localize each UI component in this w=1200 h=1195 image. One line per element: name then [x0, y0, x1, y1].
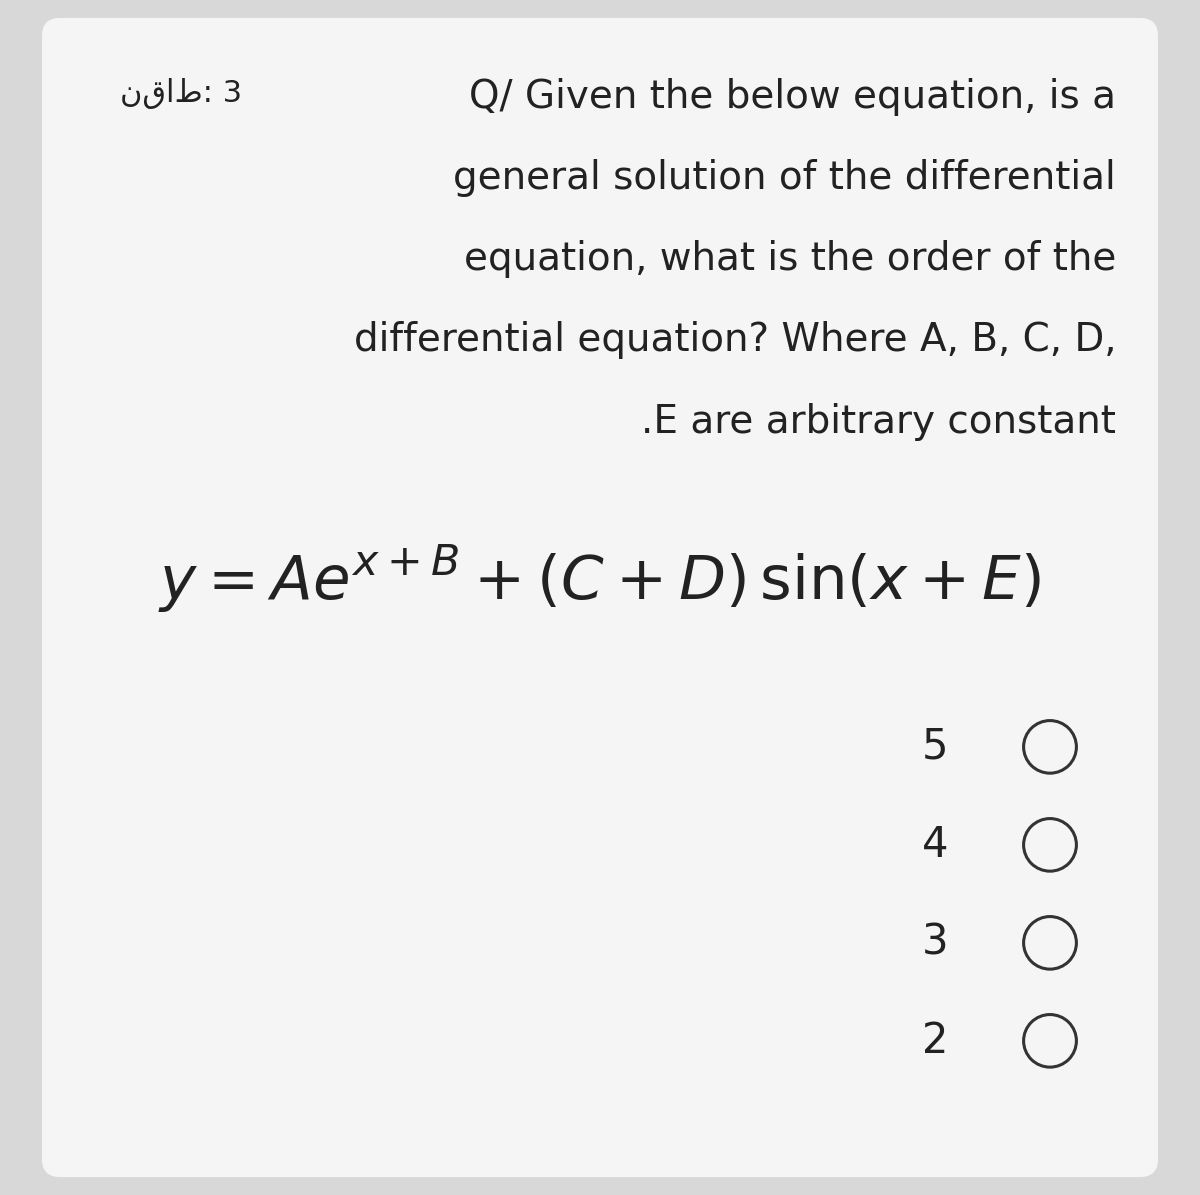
- Text: $y = Ae^{x+B} + (C + D)\,\sin(x + E)$: $y = Ae^{x+B} + (C + D)\,\sin(x + E)$: [158, 544, 1042, 615]
- Text: 2: 2: [922, 1019, 948, 1062]
- Text: Q/ Given the below equation, is a: Q/ Given the below equation, is a: [469, 78, 1116, 116]
- Text: 4: 4: [922, 823, 948, 866]
- Text: 3: 3: [922, 921, 948, 964]
- Text: نقاط: 3: نقاط: 3: [120, 78, 242, 109]
- Text: equation, what is the order of the: equation, what is the order of the: [463, 240, 1116, 278]
- FancyBboxPatch shape: [42, 18, 1158, 1177]
- Text: 5: 5: [922, 725, 948, 768]
- Text: .E are arbitrary constant: .E are arbitrary constant: [641, 403, 1116, 441]
- Text: general solution of the differential: general solution of the differential: [454, 159, 1116, 197]
- Text: differential equation? Where A, B, C, D,: differential equation? Where A, B, C, D,: [354, 321, 1116, 360]
